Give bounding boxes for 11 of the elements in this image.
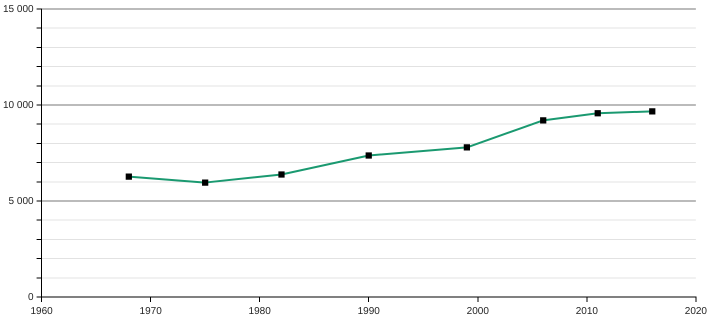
x-tick-label: 2020 <box>684 306 708 317</box>
x-tick-label: 1980 <box>248 306 272 317</box>
x-tick-label: 1970 <box>140 306 162 317</box>
x-tick-label: 2000 <box>466 306 490 317</box>
y-tick-label: 5 000 <box>8 196 34 207</box>
y-tick-label: 0 <box>28 292 34 303</box>
y-tick-label: 15 000 <box>2 4 34 15</box>
x-tick-label: 2010 <box>576 306 598 317</box>
x-tick-label: 1990 <box>358 306 380 317</box>
x-tick-label: 1960 <box>30 306 54 317</box>
y-tick-label: 10 000 <box>2 100 34 111</box>
